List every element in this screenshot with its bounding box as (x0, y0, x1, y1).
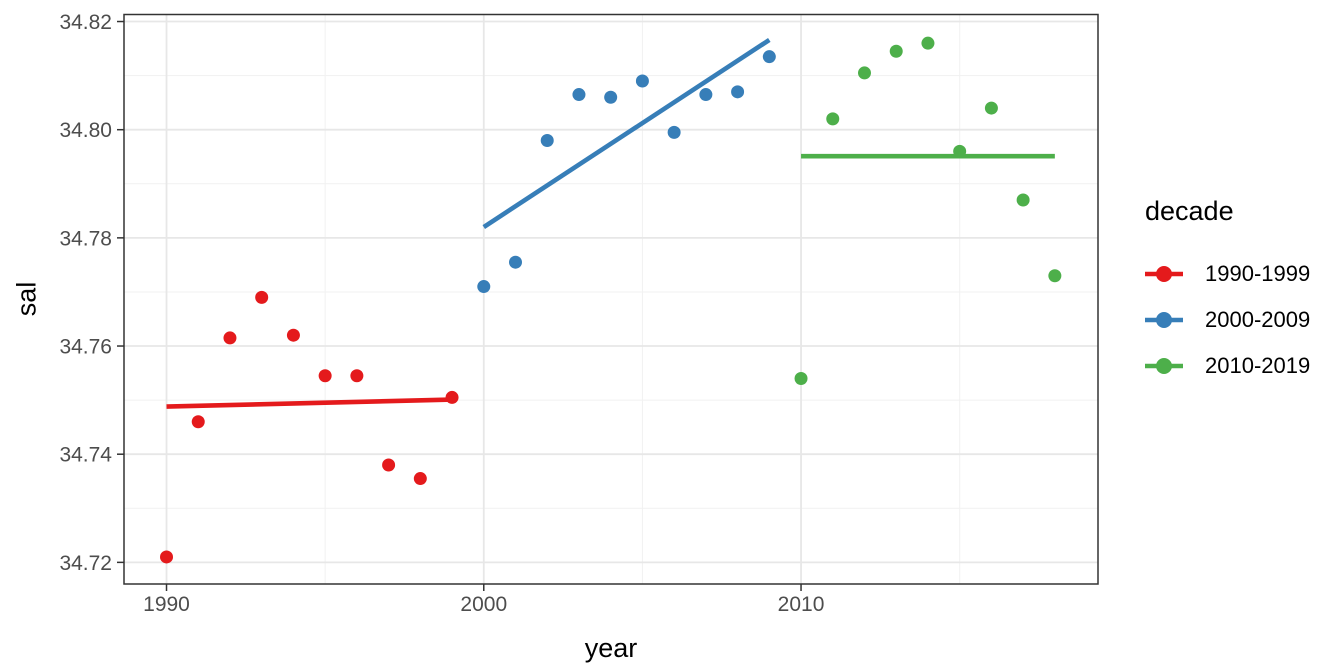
x-tick-label: 2010 (778, 593, 825, 616)
legend-item-label: 2010-2019 (1205, 353, 1311, 378)
data-point (255, 290, 269, 304)
data-point (477, 280, 491, 294)
data-point (223, 331, 237, 345)
y-tick-label: 34.72 (59, 552, 112, 575)
panel-border (123, 13, 1099, 585)
data-point (953, 144, 967, 158)
data-point (382, 458, 396, 472)
y-tick-label: 34.74 (59, 444, 112, 467)
legend-item-label: 1990-1999 (1205, 261, 1311, 286)
legend-item-label: 2000-2009 (1205, 307, 1311, 332)
data-point (1016, 193, 1030, 207)
points-2010-2019 (794, 36, 1062, 385)
x-axis-title: year (584, 633, 638, 663)
data-point (350, 369, 364, 383)
legend-key-line-point-icon (1145, 312, 1183, 328)
legend-item-2000-2009: 2000-2009 (1145, 305, 1310, 335)
data-point (413, 472, 427, 486)
data-point (1048, 269, 1062, 283)
x-tick-label: 1990 (143, 593, 190, 616)
data-point (286, 328, 300, 342)
data-point (160, 550, 174, 564)
data-point (445, 390, 459, 404)
data-point (889, 44, 903, 58)
panel-background (124, 14, 1098, 584)
data-point (509, 255, 523, 269)
data-point (921, 36, 935, 50)
data-point (318, 369, 332, 383)
data-point (699, 88, 713, 102)
points-1990-1999 (160, 290, 459, 564)
y-axis: 34.72 34.74 34.76 34.78 34.80 34.82 (59, 11, 124, 575)
data-point (731, 85, 745, 99)
data-point (667, 125, 681, 139)
data-point (572, 88, 586, 102)
legend-key-line-point-icon (1145, 358, 1183, 374)
legend: decade 1990-1999 2000-2009 2010-2019 (1145, 196, 1310, 397)
points-2000-2009 (477, 50, 776, 294)
data-point (604, 90, 618, 104)
data-point (635, 74, 649, 88)
legend-item-1990-1999: 1990-1999 (1145, 259, 1310, 289)
data-point (857, 66, 871, 80)
x-axis: 1990 2000 2010 (143, 584, 824, 616)
legend-item-2010-2019: 2010-2019 (1145, 351, 1310, 381)
legend-title: decade (1145, 196, 1234, 226)
data-point (762, 50, 776, 64)
y-tick-label: 34.78 (59, 227, 112, 250)
data-point (794, 371, 808, 385)
data-point (191, 415, 205, 429)
trend-line-1990-1999 (166, 397, 453, 409)
data-point (984, 101, 998, 115)
y-tick-label: 34.80 (59, 119, 112, 142)
y-axis-title: sal (11, 281, 42, 317)
legend-key-line-point-icon (1145, 266, 1183, 282)
gridlines-minor (124, 14, 1098, 584)
trend-line-2000-2009 (482, 37, 771, 229)
y-tick-label: 34.82 (59, 11, 112, 34)
gridlines-major (124, 14, 1098, 584)
data-point (540, 134, 554, 148)
y-tick-label: 34.76 (59, 336, 112, 359)
data-point (826, 112, 840, 126)
x-tick-label: 2000 (460, 593, 507, 616)
